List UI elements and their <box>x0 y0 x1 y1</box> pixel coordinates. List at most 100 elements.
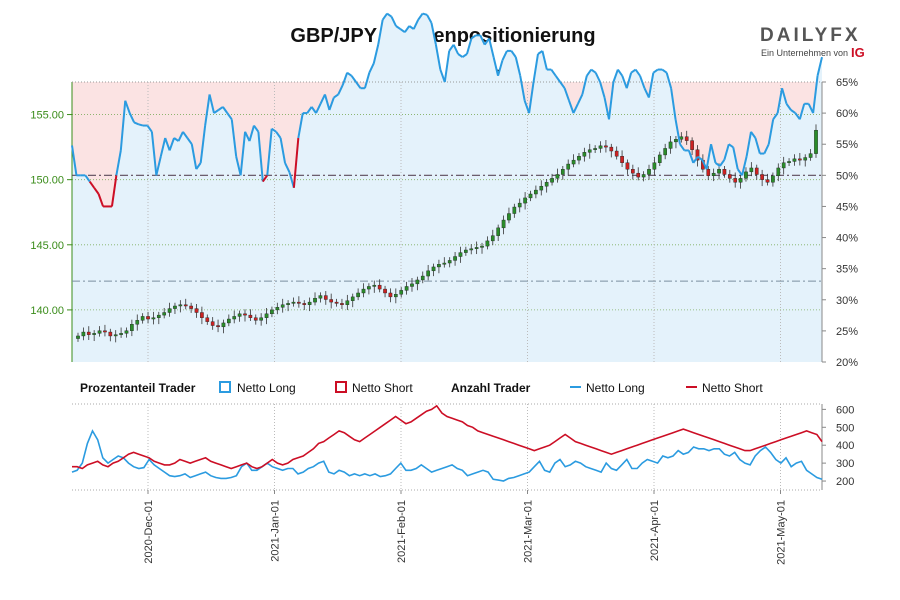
candle-body <box>480 245 484 248</box>
sentiment-tick-label: 40% <box>836 233 858 245</box>
candle-body <box>711 172 716 176</box>
legend-short-count-label: Netto Short <box>702 381 763 395</box>
candle-body <box>490 235 495 242</box>
sentiment-line-segment <box>363 72 371 89</box>
candle-body <box>264 313 269 318</box>
candle-body <box>323 295 328 300</box>
price-tick-label: 155.00 <box>30 110 64 122</box>
sentiment-line-segment <box>417 12 424 21</box>
date-tick-label: 2021-Jan-01 <box>270 500 282 562</box>
candle-body <box>501 219 506 229</box>
candle-body <box>415 279 420 285</box>
sentiment-line-segment <box>594 72 602 83</box>
candle-body <box>410 283 414 287</box>
candle-body <box>733 178 738 183</box>
date-tick-label: 2021-Mar-01 <box>523 500 535 563</box>
sentiment-line-segment <box>603 97 610 120</box>
legend-group-percentage: Prozentanteil Trader <box>80 381 196 395</box>
candle-body <box>684 136 689 141</box>
candle-body <box>340 303 344 305</box>
candle-body <box>297 301 301 304</box>
candle-body <box>781 162 786 169</box>
candle-body <box>178 304 183 307</box>
sentiment-line-segment <box>128 112 136 123</box>
sentiment-line-segment <box>164 137 171 151</box>
candle-body <box>507 213 511 221</box>
sentiment-line-segment <box>297 112 304 139</box>
sentiment-line-segment <box>124 100 131 114</box>
sentiment-line-segment <box>532 53 539 83</box>
dailyfx-logo: DAILYFX Ein Unternehmen von IG <box>760 25 865 60</box>
sentiment-line-segment <box>674 119 681 145</box>
legend-short-pct-swatch <box>335 381 347 393</box>
sentiment-line-segment <box>723 143 730 161</box>
sentiment-line-segment <box>443 50 451 83</box>
candle-body <box>270 309 274 315</box>
candle-body <box>259 317 263 321</box>
legend-long-count-label: Netto Long <box>586 381 645 395</box>
candle-body <box>792 158 797 162</box>
candle-body <box>625 162 630 170</box>
sentiment-line-segment <box>728 143 734 149</box>
candle-body <box>787 161 791 163</box>
candle-body <box>334 301 339 304</box>
sentiment-line-segment <box>110 175 118 207</box>
sentiment-line-segment <box>519 75 526 101</box>
sentiment-line-segment <box>581 75 588 95</box>
candle-body <box>232 316 237 320</box>
sentiment-line-segment <box>275 131 282 139</box>
sentiment-line-segment <box>563 87 570 102</box>
candle-body <box>404 286 409 291</box>
candle-body <box>350 296 355 301</box>
sentiment-line-segment <box>599 81 606 98</box>
sentiment-line-segment <box>812 75 819 114</box>
candle-body <box>544 182 549 187</box>
sentiment-tick-label: 50% <box>836 170 858 182</box>
sentiment-line-segment <box>767 119 775 145</box>
candle-body <box>539 185 544 191</box>
sentiment-line-segment <box>697 155 703 161</box>
candle-body <box>631 169 635 174</box>
candle-body <box>377 284 382 290</box>
candle-body <box>167 308 172 313</box>
sentiment-line-segment <box>350 75 357 83</box>
sentiment-line-segment <box>452 44 459 55</box>
candle-body <box>253 317 258 321</box>
candle-body <box>183 304 188 307</box>
candle-body <box>307 301 312 305</box>
sentiment-line-segment <box>514 56 522 77</box>
sentiment-line-segment <box>665 72 673 89</box>
candle-body <box>280 304 285 308</box>
count-tick-label: 600 <box>836 404 854 416</box>
sentiment-line-segment <box>647 72 655 98</box>
count-tick-label: 500 <box>836 422 854 434</box>
sentiment-tick-label: 25% <box>836 326 858 338</box>
sentiment-tick-label: 45% <box>836 201 858 213</box>
sentiment-line-segment <box>719 159 726 167</box>
sentiment-line-segment <box>661 68 668 74</box>
candle-body <box>205 317 210 322</box>
sentiment-line-segment <box>328 97 335 111</box>
candle-body <box>135 320 140 325</box>
sentiment-line-segment <box>434 44 442 70</box>
sentiment-line-segment <box>479 34 486 46</box>
candle-body <box>431 266 436 272</box>
candle-body <box>609 146 614 152</box>
sentiment-line-segment <box>390 16 397 27</box>
sentiment-line-segment <box>670 88 677 120</box>
candle-body <box>76 335 80 339</box>
candle-body <box>517 202 522 208</box>
candle-body <box>86 331 91 335</box>
sentiment-line-segment <box>310 106 317 114</box>
sentiment-line-segment <box>798 103 806 120</box>
candle-body <box>447 260 452 264</box>
candle-body <box>103 330 107 333</box>
candle-body <box>668 141 673 149</box>
sentiment-line-segment <box>528 81 535 114</box>
candle-body <box>130 324 134 331</box>
candle-body <box>318 295 323 299</box>
dailyfx-tagline: Ein Unternehmen von <box>761 48 848 58</box>
sentiment-line-segment <box>271 127 277 133</box>
sentiment-line-segment <box>568 100 575 114</box>
sentiment-line-segment <box>97 193 105 207</box>
